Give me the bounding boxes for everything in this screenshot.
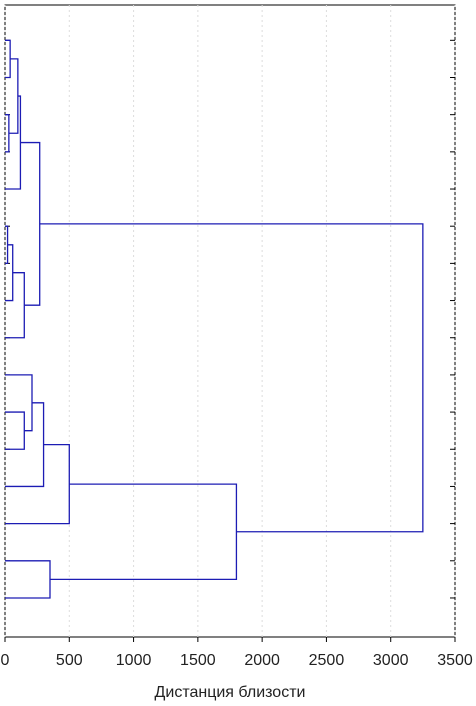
- plot-frame: [4, 4, 456, 638]
- x-tick-label: 1500: [180, 652, 216, 669]
- dendrogram-link: [50, 483, 238, 581]
- dendrogram-link: [39, 223, 424, 533]
- dendrogram-link: [5, 443, 70, 525]
- dendrogram-link: [20, 141, 41, 306]
- dendrogram-link: [5, 244, 14, 302]
- dendrogram-link: [5, 39, 11, 79]
- dendrogram-link: [5, 402, 45, 488]
- dendrogram-link: [8, 58, 19, 134]
- dendrogram-link: [5, 560, 51, 599]
- dendrogram-link: [5, 374, 33, 432]
- x-axis-label: Дистанция близости: [155, 684, 306, 701]
- x-tick-label: 0: [1, 652, 10, 669]
- dendrogram-link: [5, 272, 25, 339]
- x-tick-label: 2000: [244, 652, 280, 669]
- dendrogram-link: [5, 114, 10, 153]
- x-tick-label: 2500: [309, 652, 345, 669]
- x-tick-label: 500: [56, 652, 83, 669]
- x-tick-label: 1000: [116, 652, 152, 669]
- x-tick-label: 3500: [437, 652, 473, 669]
- x-tick-label: 3000: [373, 652, 409, 669]
- dendrogram-link: [5, 411, 25, 450]
